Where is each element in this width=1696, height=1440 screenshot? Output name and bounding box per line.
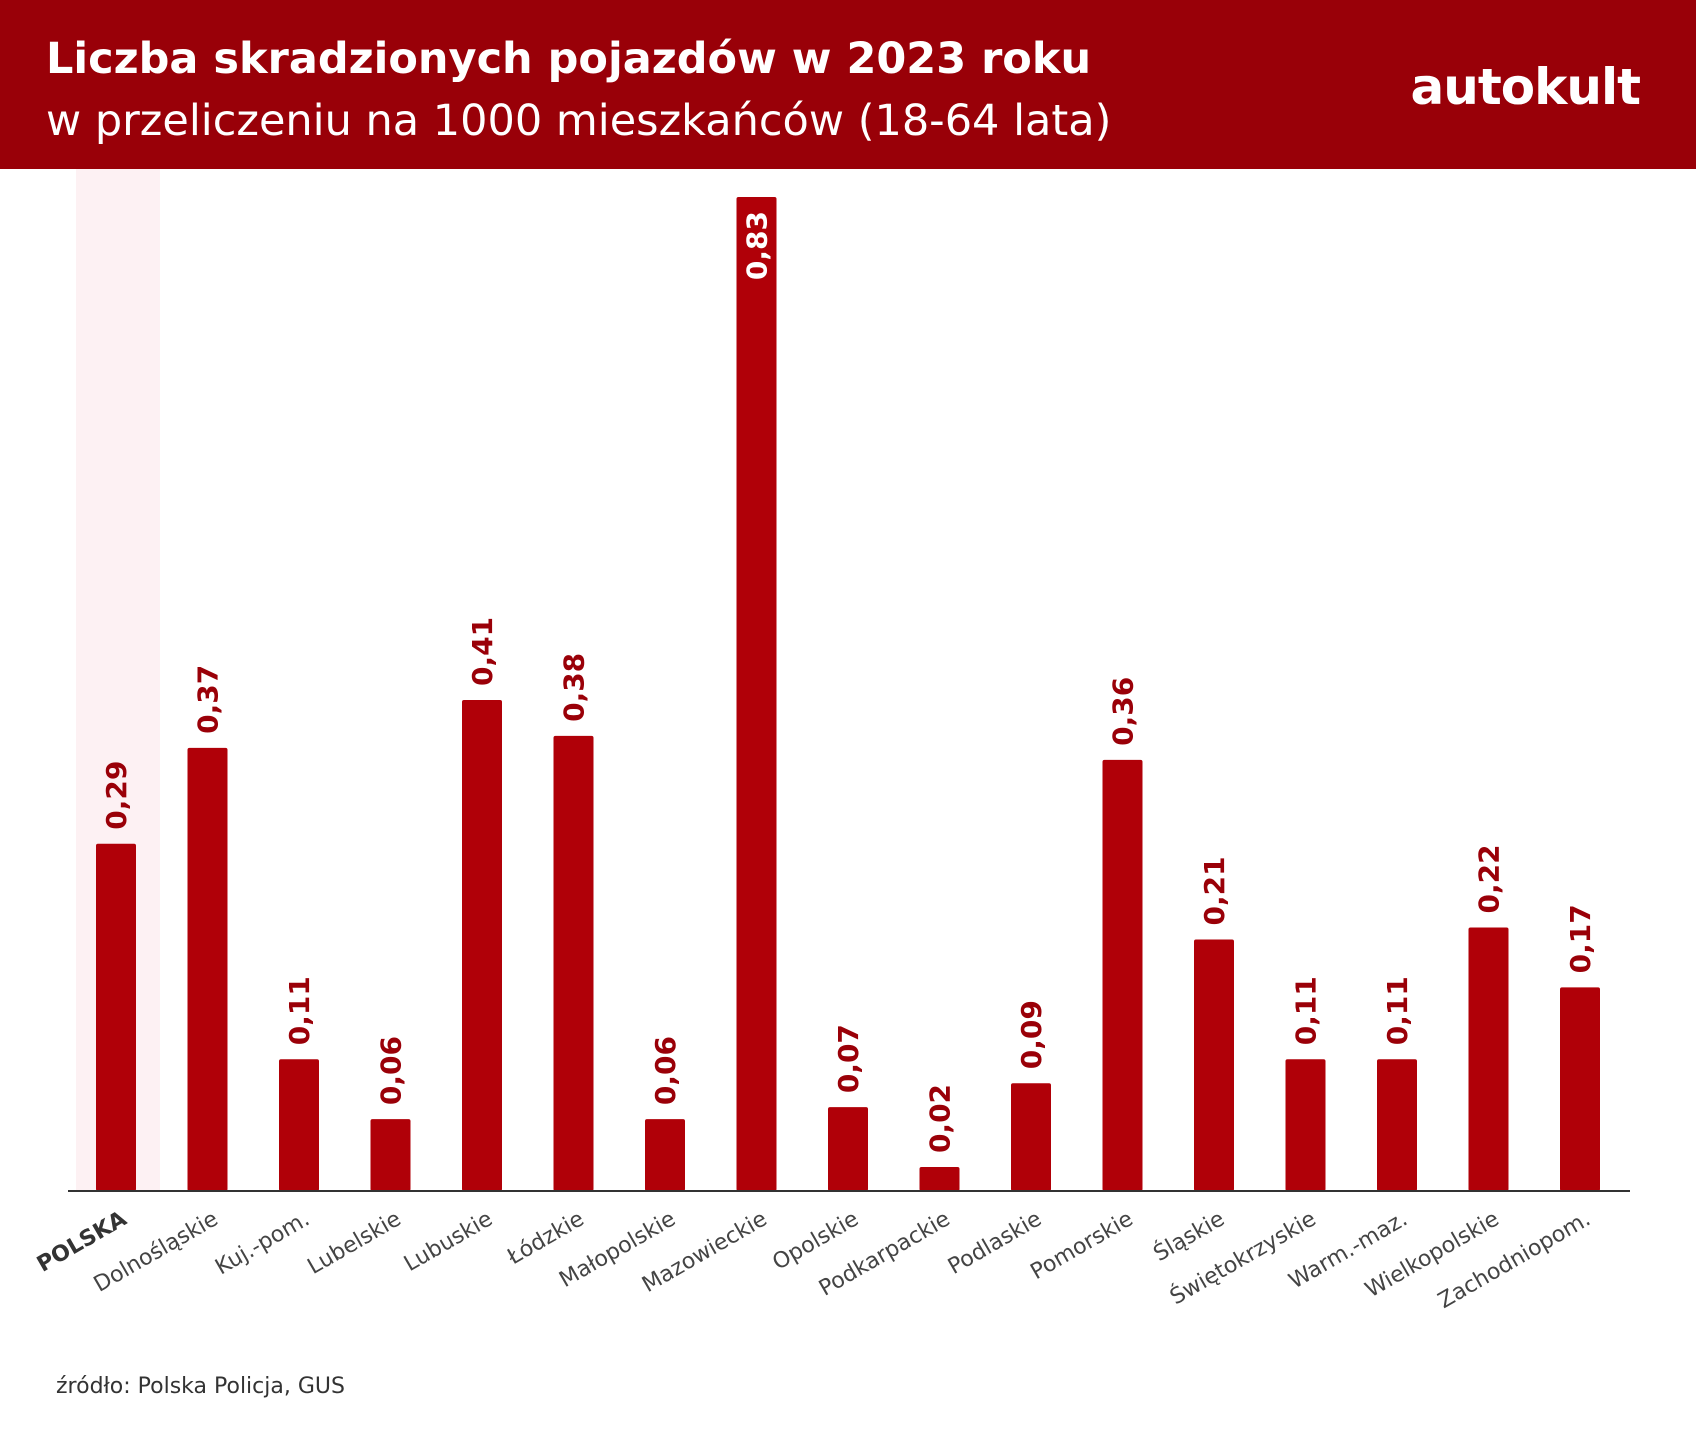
bar-lubuskie [462,699,502,1191]
category-label-śląskie: Śląskie [1149,1206,1229,1267]
chart-title: Liczba skradzionych pojazdów w 2023 roku [46,34,1092,84]
bar-świętokrzyskie [1285,1059,1326,1191]
chart-subtitle: w przeliczeniu na 1000 mieszkańców (18-6… [46,96,1112,146]
value-label-polska: 0,29 [100,761,133,830]
value-label-zachodniopom-: 0,17 [1564,904,1597,973]
bar-opolskie [828,1107,868,1191]
category-label-lubuskie: Lubuskie [400,1207,497,1277]
value-label-śląskie: 0,21 [1198,856,1231,925]
value-label-mazowieckie: 0,83 [741,211,774,280]
bar-polska [96,843,136,1191]
value-label-pomorskie: 0,36 [1107,677,1140,746]
bar-dolnośląskie [187,747,228,1191]
category-label-zachodniopom-: Zachodniopom. [1434,1207,1595,1314]
value-label-kuj-pom-: 0,11 [283,976,316,1045]
bar-podlaskie [1011,1083,1051,1191]
value-label-lubuskie: 0,41 [466,617,499,686]
category-label-lubelskie: Lubelskie [304,1207,406,1280]
value-label-świętokrzyskie: 0,11 [1290,976,1323,1045]
bar-łódzkie [553,735,594,1191]
value-label-lubelskie: 0,06 [375,1036,408,1105]
source-note: źródło: Polska Policja, GUS [56,1374,345,1399]
bar-podkarpackie [919,1167,960,1191]
category-label-kuj-pom-: Kuj.-pom. [211,1207,314,1281]
bar-wielkopolskie [1468,927,1509,1191]
bar-zachodniopom- [1560,987,1600,1191]
brand-logo: autokult [1410,58,1641,116]
bar-chart: 0,29 0,37 0,11 0,06 0,41 0,38 0,06 0,83 0,07 0,02… [33,169,1630,1314]
bar-małopolskie [645,1119,685,1191]
value-label-opolskie: 0,07 [832,1024,865,1093]
value-label-podkarpackie: 0,02 [924,1084,957,1153]
bar-lubelskie [370,1119,411,1191]
value-label-podlaskie: 0,09 [1015,1000,1048,1069]
bar-śląskie [1194,939,1234,1191]
bar-warm-maz- [1377,1059,1417,1191]
bar-pomorskie [1102,759,1143,1191]
bar-kuj-pom- [279,1059,319,1191]
bar-mazowieckie [736,197,777,1191]
value-label-warm-maz-: 0,11 [1381,976,1414,1045]
value-label-wielkopolskie: 0,22 [1473,844,1506,913]
value-label-dolnośląskie: 0,37 [192,665,225,734]
value-label-łódzkie: 0,38 [558,653,591,722]
header-banner: Liczba skradzionych pojazdów w 2023 roku… [0,0,1696,169]
value-label-małopolskie: 0,06 [649,1036,682,1105]
category-label-świętokrzyskie: Świętokrzyskie [1166,1206,1321,1310]
category-label-pomorskie: Pomorskie [1027,1207,1138,1286]
